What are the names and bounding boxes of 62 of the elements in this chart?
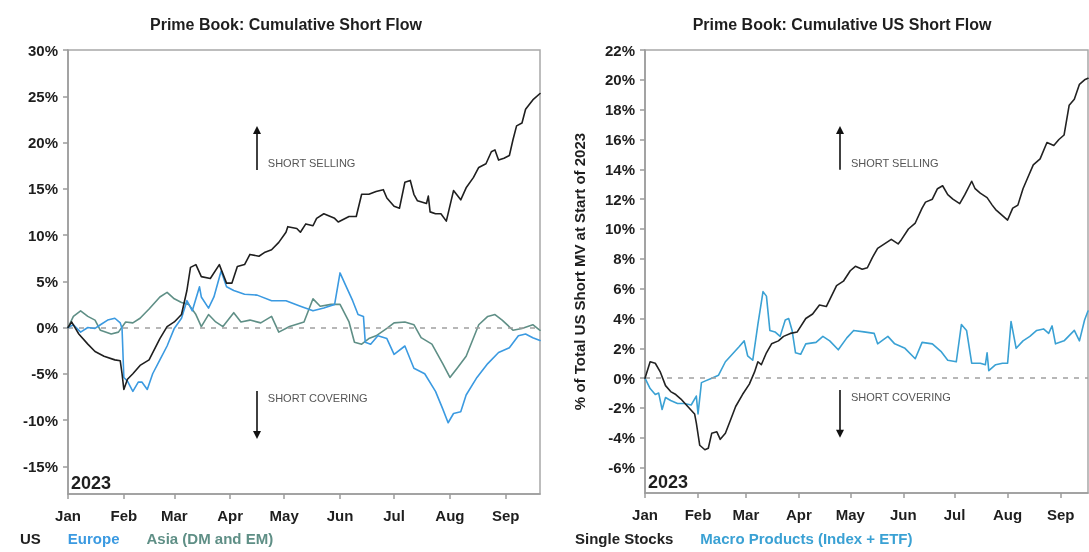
y-tick-label: 14% bbox=[604, 160, 635, 178]
line-series bbox=[644, 77, 1089, 451]
annotation: 2023 bbox=[648, 472, 689, 492]
chart-title: Prime Book: Cumulative Short Flow bbox=[149, 15, 423, 33]
y-tick-label: -2% bbox=[608, 399, 635, 417]
line-series bbox=[67, 291, 541, 379]
y-tick-label: -15% bbox=[22, 457, 58, 475]
x-tick-label: Jun bbox=[326, 507, 354, 524]
x-tick-label: Mar bbox=[732, 506, 760, 523]
x-tick-label: Jul bbox=[383, 507, 405, 524]
y-tick-label: 8% bbox=[613, 250, 635, 268]
annotation: SHORT COVERING bbox=[850, 391, 951, 404]
line-series bbox=[67, 270, 541, 424]
y-tick-label: 10% bbox=[27, 226, 58, 244]
line-series bbox=[644, 290, 1089, 415]
annotation: 2023 bbox=[71, 473, 112, 493]
y-tick-label: -6% bbox=[608, 459, 635, 477]
x-tick-label: Aug bbox=[435, 507, 465, 524]
y-tick-label: -4% bbox=[608, 429, 635, 447]
y-tick-label: 5% bbox=[36, 272, 58, 290]
y-tick-label: 4% bbox=[613, 309, 635, 327]
y-tick-label: -5% bbox=[31, 365, 58, 383]
annotation: SHORT COVERING bbox=[267, 392, 368, 405]
x-tick-label: Jan bbox=[55, 507, 81, 524]
y-tick-label: 18% bbox=[604, 101, 635, 119]
text: Single Stocks bbox=[575, 530, 674, 547]
y-tick-label: 25% bbox=[27, 87, 58, 105]
y-tick-label: 20% bbox=[604, 71, 635, 89]
x-tick-label: Jan bbox=[632, 506, 658, 523]
x-tick-label: Mar bbox=[160, 507, 188, 524]
y-tick-label: 6% bbox=[613, 280, 635, 298]
text: Asia (DM and EM) bbox=[146, 530, 274, 547]
text: Europe bbox=[67, 530, 120, 547]
y-tick-label: 10% bbox=[604, 220, 635, 238]
x-tick-label: Sep bbox=[492, 507, 520, 524]
line-series bbox=[67, 92, 541, 391]
annotation: SHORT SELLING bbox=[267, 157, 356, 170]
x-tick-label: May bbox=[269, 507, 300, 524]
x-tick-label: Apr bbox=[217, 507, 244, 524]
y-tick-label: 20% bbox=[27, 134, 58, 151]
y-tick-label: -10% bbox=[22, 411, 58, 429]
chart-title: Prime Book: Cumulative US Short Flow bbox=[692, 15, 992, 33]
x-tick-label: Sep bbox=[1046, 506, 1075, 523]
x-tick-label: Feb bbox=[684, 506, 712, 523]
x-tick-label: Jul bbox=[943, 506, 966, 523]
text: US bbox=[20, 530, 41, 547]
text: Macro Products (Index + ETF) bbox=[700, 530, 913, 547]
y-tick-label: 12% bbox=[604, 190, 635, 208]
y-tick-label: 2% bbox=[613, 339, 635, 357]
y-tick-label: 16% bbox=[604, 130, 635, 148]
y-tick-label: 30% bbox=[27, 41, 58, 59]
y-tick-label: 0% bbox=[36, 319, 58, 336]
annotation: SHORT SELLING bbox=[850, 156, 939, 169]
x-tick-label: Jun bbox=[889, 506, 917, 523]
y-tick-label: 22% bbox=[604, 41, 635, 59]
y-axis-title: % of Total US Short MV at Start of 2023 bbox=[571, 132, 588, 411]
y-tick-label: 0% bbox=[613, 369, 635, 387]
x-tick-label: Apr bbox=[786, 506, 813, 523]
x-tick-label: Aug bbox=[993, 506, 1023, 523]
x-tick-label: May bbox=[835, 506, 866, 523]
x-tick-label: Feb bbox=[110, 507, 138, 524]
y-tick-label: 15% bbox=[27, 180, 58, 198]
